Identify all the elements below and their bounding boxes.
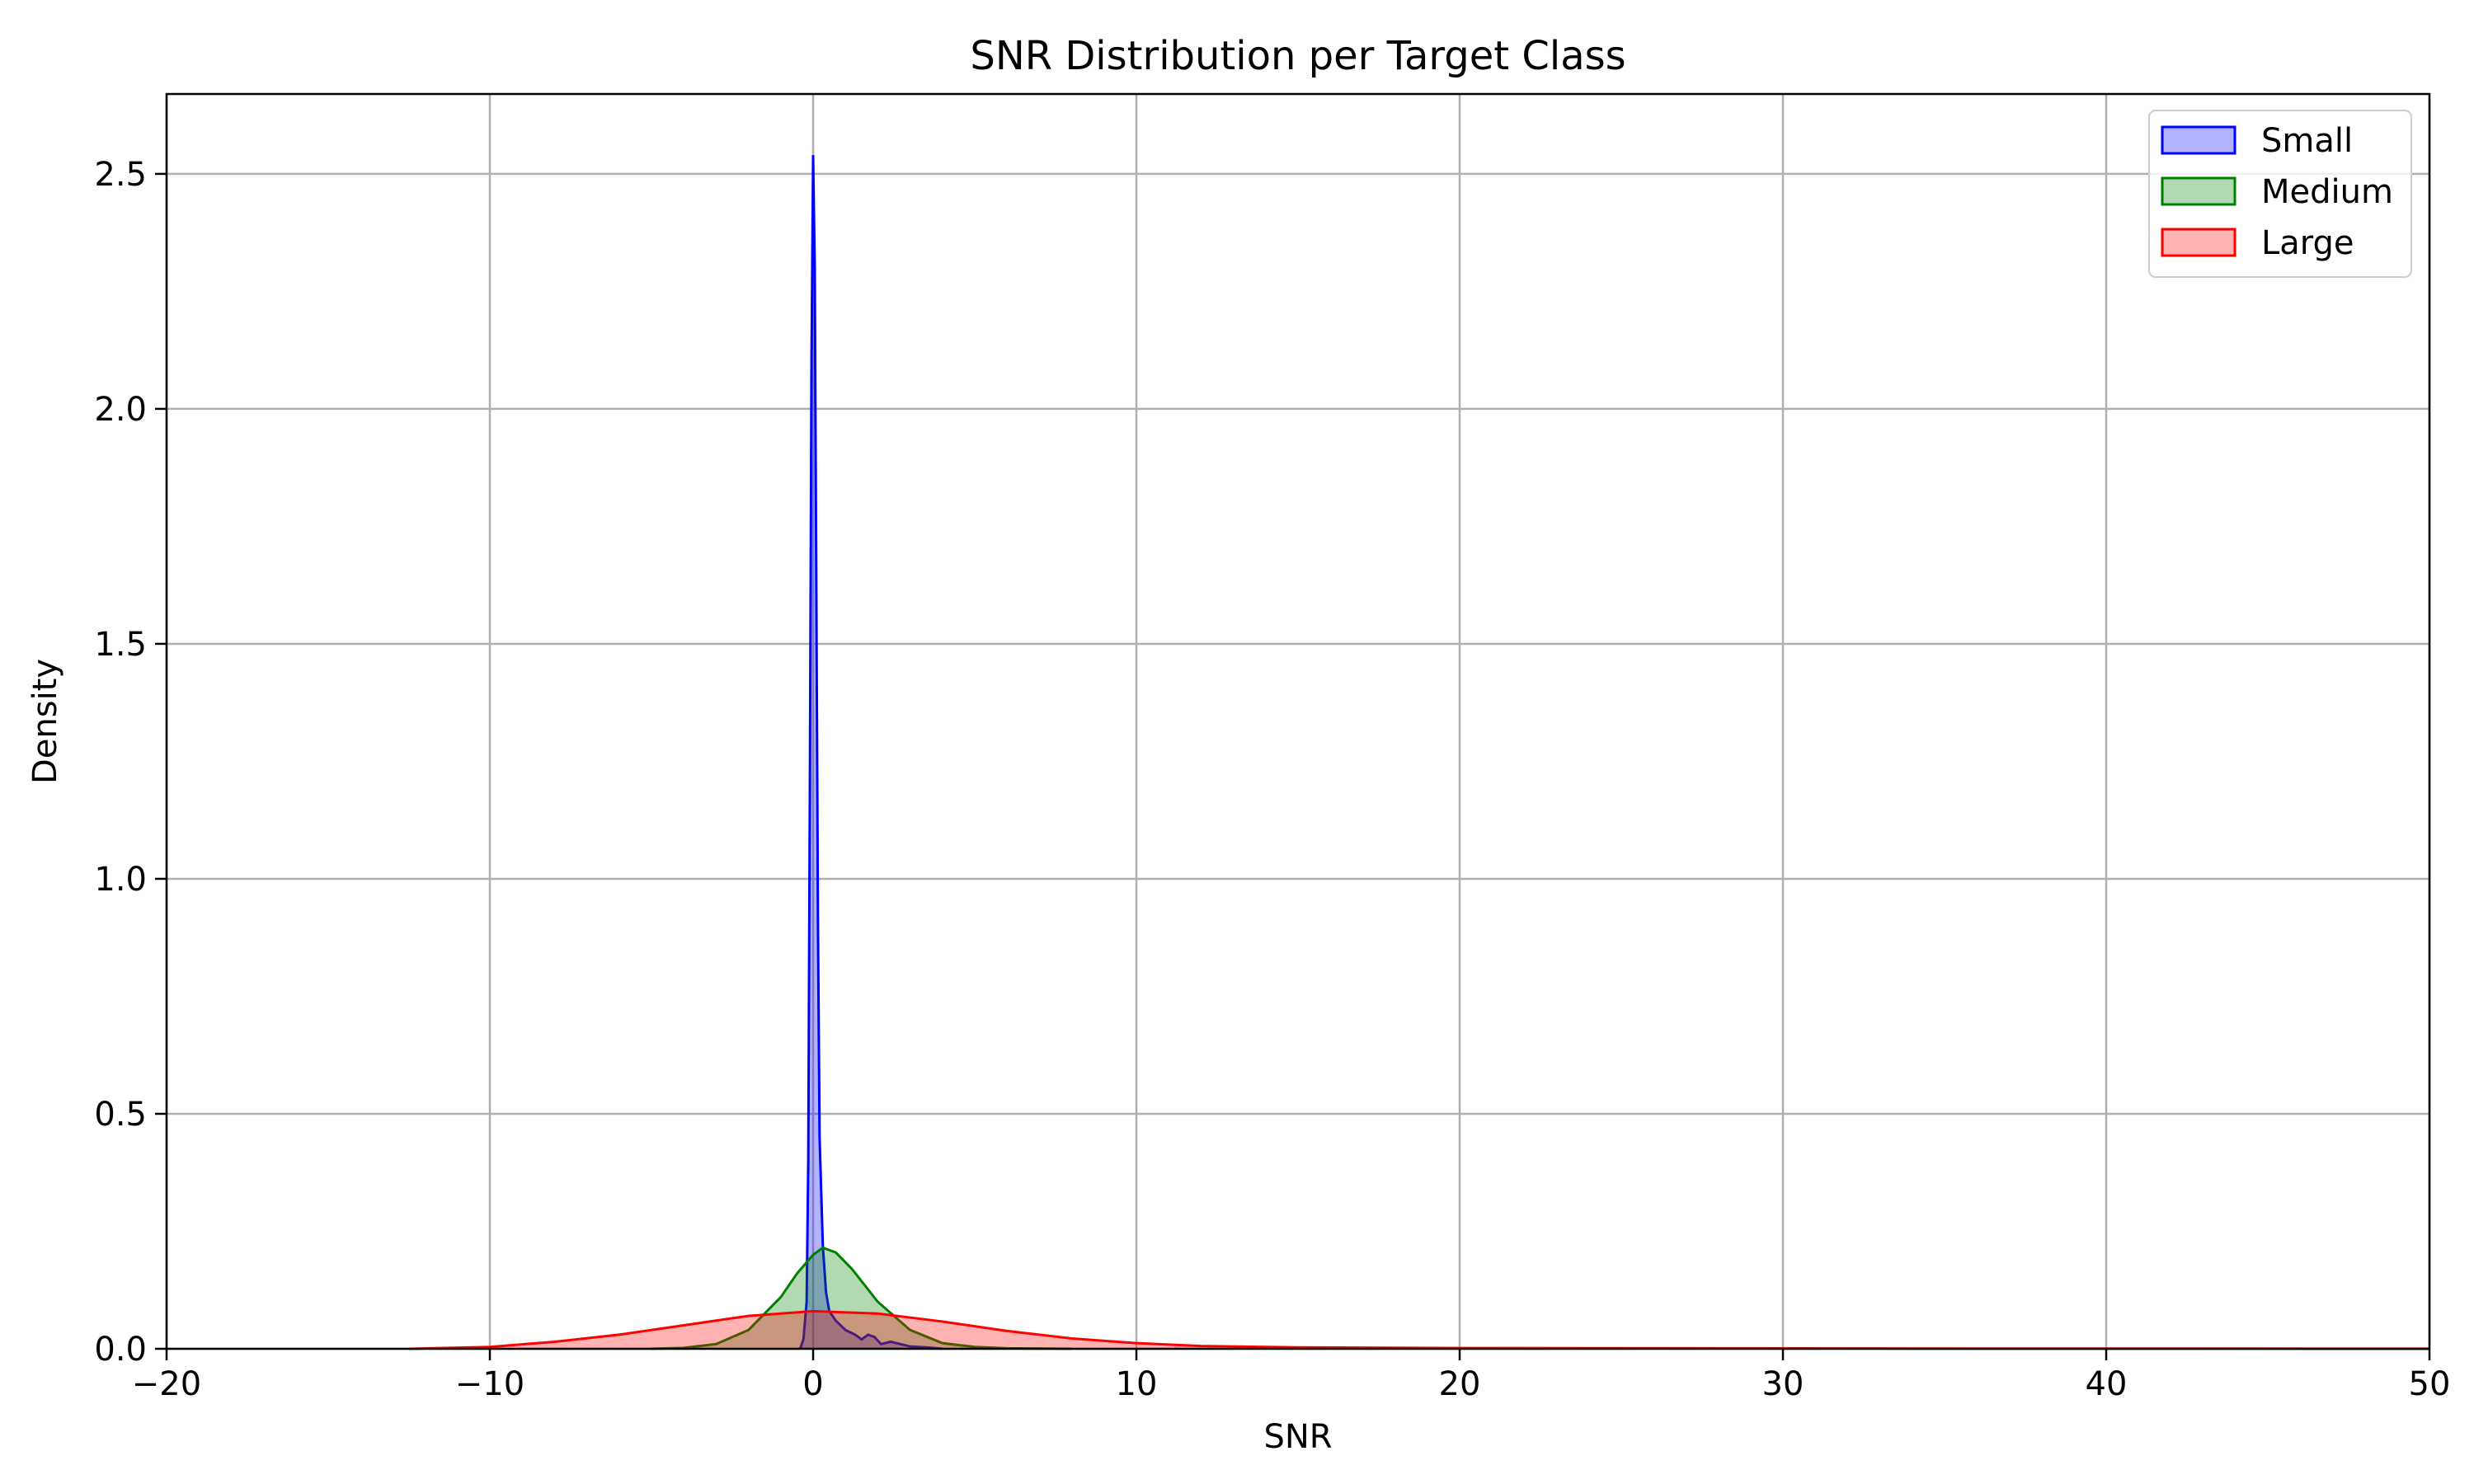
- y-axis-ticks: 0.0 0.5 1.0 1.5 2.0 2.5: [94, 156, 167, 1369]
- y-tick-label-0: 0.0: [94, 1331, 147, 1369]
- y-tick-label-4: 2.0: [94, 391, 147, 429]
- x-tick-label-6: 40: [2086, 1365, 2128, 1403]
- legend-swatch-large: [2161, 228, 2236, 257]
- plot-frame: [165, 92, 2431, 1350]
- legend-item-large: Large: [2161, 224, 2354, 262]
- x-tick-label-7: 50: [2409, 1365, 2451, 1403]
- legend: Small Medium Large: [2148, 110, 2412, 278]
- legend-item-medium: Medium: [2161, 173, 2393, 211]
- series-medium: [651, 1246, 1072, 1350]
- series-small: [798, 155, 943, 1350]
- y-tick-label-2: 1.0: [94, 861, 147, 899]
- chart-title: SNR Distribution per Target Class: [970, 33, 1625, 79]
- x-axis-label: SNR: [1263, 1418, 1332, 1456]
- legend-label-large: Large: [2261, 224, 2354, 262]
- x-tick-label-3: 10: [1116, 1365, 1158, 1403]
- series-line-small: [798, 155, 943, 1350]
- y-tick-label-1: 0.5: [94, 1096, 147, 1134]
- density-curves: [408, 155, 2430, 1350]
- series-area-large: [409, 1311, 2429, 1349]
- legend-item-small: Small: [2161, 122, 2353, 160]
- x-tick-label-5: 30: [1762, 1365, 1804, 1403]
- x-tick-label-4: 20: [1439, 1365, 1481, 1403]
- legend-swatch-small: [2161, 125, 2236, 155]
- series-line-medium: [651, 1246, 1072, 1350]
- legend-label-small: Small: [2261, 122, 2353, 160]
- legend-swatch-medium: [2161, 176, 2236, 206]
- x-tick-label-2: 0: [802, 1365, 823, 1403]
- y-axis-label: Density: [26, 659, 64, 784]
- grid: [165, 94, 2431, 1350]
- y-tick-label-5: 2.5: [94, 156, 147, 194]
- x-tick-label-1: −10: [455, 1365, 524, 1403]
- x-axis-ticks: −20 −10 0 10 20 30 40 50: [132, 1349, 2451, 1403]
- x-tick-label-0: −20: [132, 1365, 201, 1403]
- legend-label-medium: Medium: [2261, 173, 2393, 211]
- y-tick-label-3: 1.5: [94, 626, 147, 664]
- legend-items: Small Medium Large: [2161, 122, 2393, 262]
